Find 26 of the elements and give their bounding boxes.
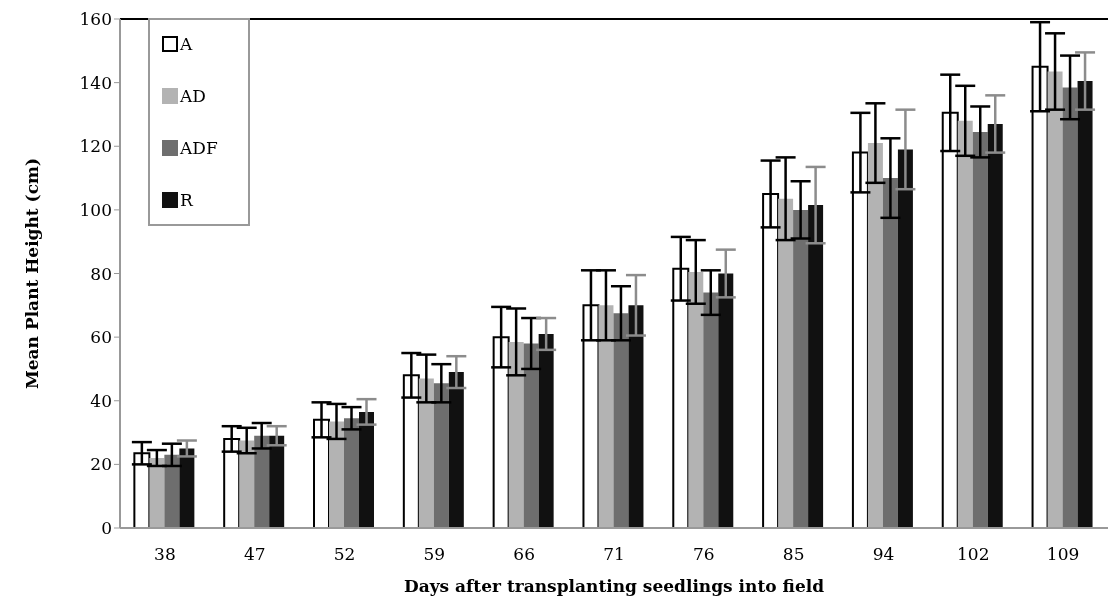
x-tick-label: 76 [693, 544, 715, 565]
y-axis-title: Mean Plant Height (cm) [22, 157, 43, 390]
y-tick-label: 160 [79, 9, 112, 30]
x-tick-label: 85 [782, 544, 805, 565]
legend-label: AD [180, 86, 206, 106]
y-tick-label: 100 [79, 199, 112, 220]
y-tick-label: 20 [90, 454, 112, 475]
y-tick-label: 0 [101, 518, 112, 539]
legend-label: R [180, 190, 193, 210]
x-tick-label: 38 [154, 544, 176, 565]
x-tick-label: 47 [243, 544, 266, 565]
y-tick-label: 120 [79, 136, 112, 157]
y-tick-label: 60 [90, 327, 112, 348]
y-tick-label: 40 [90, 390, 112, 411]
x-tick-label: 94 [872, 544, 895, 565]
x-tick-label: 59 [423, 544, 446, 565]
x-axis-title: Days after transplanting seedlings into field [403, 576, 825, 596]
x-tick-label: 52 [333, 544, 356, 565]
y-tick-label: 80 [90, 263, 112, 284]
legend-label: A [180, 34, 193, 54]
legend-label: ADF [180, 138, 218, 158]
x-tick-label: 71 [603, 544, 625, 565]
x-tick-label: 109 [1046, 544, 1080, 565]
x-tick-label: 102 [957, 544, 990, 565]
y-tick-label: 140 [79, 72, 112, 93]
x-tick-label: 66 [513, 544, 535, 565]
